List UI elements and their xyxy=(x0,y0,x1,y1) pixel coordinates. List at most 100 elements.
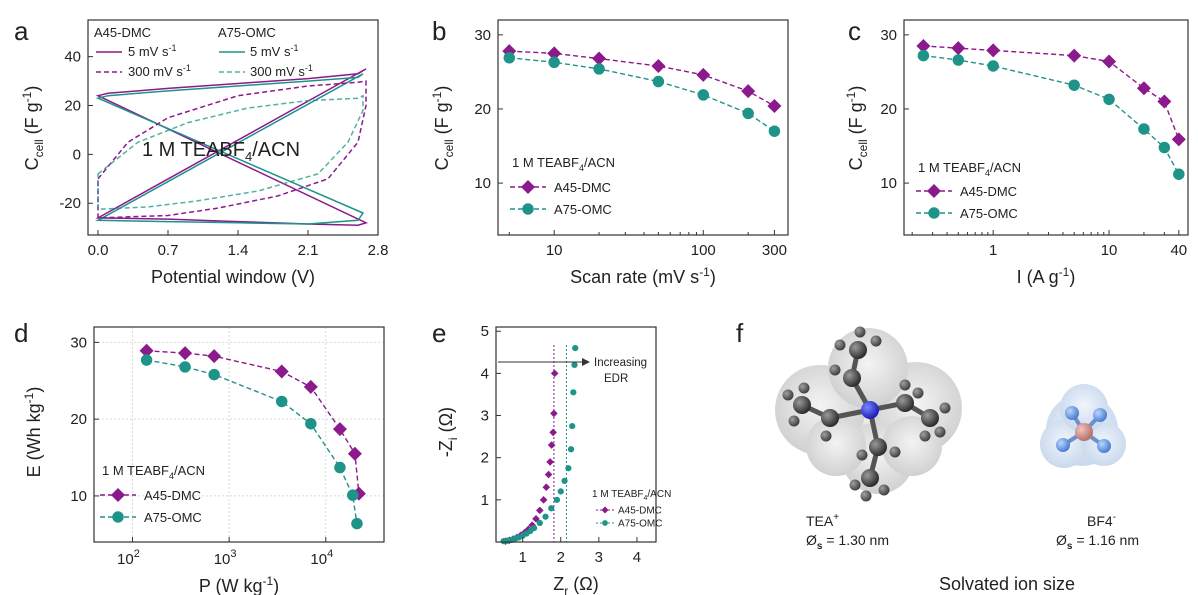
panel-b-legend-title-main: 1 M TEABF xyxy=(512,155,579,170)
panel-b-ylabel-sup: -1 xyxy=(430,91,444,102)
panel-e-xlabel-main: Z xyxy=(553,574,564,594)
panel-e-annotation-1: Increasing xyxy=(594,357,647,369)
panel-a-legend-row-2-sup: -1 xyxy=(183,63,191,73)
bf4-size: Øs = 1.16 nm xyxy=(1056,532,1139,552)
panel-e-ytick: 2 xyxy=(481,450,489,467)
panel-e-a45-dmc-point xyxy=(550,369,559,378)
panel-c-a45-dmc-point xyxy=(1067,48,1082,63)
panel-b-a75-omc-point xyxy=(742,107,754,120)
panel-d-xtick: 103 xyxy=(214,548,237,568)
panel-a-legend-row-2: 300 mV s-1 xyxy=(128,63,191,79)
panel-a-xtick: 1.4 xyxy=(228,242,249,259)
panel-d-xlabel-sup: -1 xyxy=(263,574,274,588)
panel-d-a45-dmc-point xyxy=(139,343,154,358)
panel-c-a75-omc-point xyxy=(1173,168,1185,180)
panel-c-xlabel-end: ) xyxy=(1069,267,1075,287)
panel-e-a75-omc-point xyxy=(569,422,576,430)
tea-cloud xyxy=(775,328,962,494)
panel-d-a75-omc-point xyxy=(275,395,288,408)
panel-c-legend-title: 1 M TEABF4/ACN xyxy=(918,160,1021,178)
panel-e-arrow-head xyxy=(582,358,590,366)
panel-b-ytick: 30 xyxy=(474,27,491,44)
panel-e-a75-omc-point xyxy=(570,389,577,396)
panel-e-ytick: 3 xyxy=(481,408,489,425)
panel-letter-b: b xyxy=(432,16,446,46)
panel-e-ytick: 1 xyxy=(481,492,489,509)
panel-e-a75-omc-point xyxy=(567,446,575,453)
panel-d-grid xyxy=(94,327,384,542)
panel-c-a75-omc-point xyxy=(1068,79,1080,91)
panel-e-a45-dmc-point xyxy=(546,458,554,466)
panel-c-legend-title-main: 1 M TEABF xyxy=(918,160,985,175)
panel-d-xlabel-end: ) xyxy=(273,576,279,595)
panel-d-legend-title-sub: 4 xyxy=(169,471,174,481)
panel-b-legend: A45-DMC A75-OMC xyxy=(510,180,612,217)
panel-e-a75-omc-point xyxy=(542,513,549,520)
panel-a-series xyxy=(95,68,369,226)
panel-a-ylabel: Ccell (F g-1) xyxy=(20,86,46,171)
panel-b-a75-omc-point xyxy=(697,89,710,101)
panel-b-a45-dmc-point xyxy=(547,46,562,61)
panel-e-legend-swatch-marker xyxy=(601,506,609,514)
bf4-label: BF4- xyxy=(1087,512,1116,529)
bf4-label-name: BF4 xyxy=(1087,513,1113,529)
panel-c-ylabel-end: ) xyxy=(846,86,866,92)
panel-d-ytick: 20 xyxy=(70,411,87,428)
panel-b-a45-dmc-point xyxy=(741,84,756,99)
panel-b-a75-omc-point xyxy=(548,56,560,68)
panel-e-ylabel: -Zi (Ω) xyxy=(436,407,460,457)
panel-d-a75-omc-point xyxy=(179,361,191,373)
panel-c-a75-omc-point xyxy=(1103,93,1115,106)
panel-e-a45-dmc-point xyxy=(532,515,540,523)
panel-e-a45-dmc-point xyxy=(544,470,553,479)
tea-carbons xyxy=(793,341,939,487)
panel-c-ylabel-sub: cell xyxy=(856,139,870,157)
panel-c-ylabel: Ccell (F g-1) xyxy=(844,86,870,171)
panel-c-legend-label: A75-OMC xyxy=(960,206,1018,221)
panel-e-a75-omc-point xyxy=(572,344,579,352)
panel-c-ylabel-unit: (F g xyxy=(846,102,866,134)
panel-c-xlabel: I (A g-1) xyxy=(1017,265,1076,287)
panel-a-ytick: 20 xyxy=(64,98,81,115)
panel-d-a75-omc-point xyxy=(351,517,363,530)
tea-size: Øs = 1.30 nm xyxy=(806,532,889,552)
panel-e-series xyxy=(500,344,579,545)
panel-a-ylabel-main: C xyxy=(22,157,42,170)
panel-e-a45-dmc-point xyxy=(542,483,551,491)
panel-c-a45-dmc-point xyxy=(1171,132,1186,147)
panel-c-ticks: 1 10 40 10 20 30 xyxy=(880,27,1187,259)
panel-e-xlabel-sub: r xyxy=(564,584,568,595)
panel-b-ticks: 10 100 300 10 20 30 xyxy=(474,27,787,259)
panel-e-xtick: 3 xyxy=(595,549,603,566)
panel-b-xlabel-end: ) xyxy=(710,267,716,287)
panel-e-ytick: 4 xyxy=(481,365,489,382)
panel-a-legend-head-2: A75-OMC xyxy=(218,25,276,40)
panel-c-a45-dmc-point xyxy=(986,43,1001,58)
panel-e-legend-label: A75-OMC xyxy=(618,519,662,530)
panel-e-ylabel-main: -Z xyxy=(436,440,456,457)
bf4-label-sup: - xyxy=(1113,512,1116,523)
panel-f-caption: Solvated ion size xyxy=(939,574,1075,594)
panel-e-a75-omc-point xyxy=(530,524,538,532)
panel-c-legend-title-end: /ACN xyxy=(990,160,1021,175)
tea-label: TEA+ xyxy=(806,512,839,529)
panel-a-annotation: 1 M TEABF4/ACN xyxy=(142,139,300,164)
panel-a-xtick: 0.7 xyxy=(158,242,179,259)
panel-e-a45-dmc-point xyxy=(549,428,557,437)
tea-nitrogen xyxy=(861,401,879,419)
panel-d-a45-dmc-point xyxy=(332,422,347,437)
panel-c-a45-dmc-point xyxy=(1102,54,1117,69)
panel-e-xlabel: Zr (Ω) xyxy=(553,574,598,595)
panel-b-legend-swatch-marker xyxy=(522,203,534,215)
panel-b-ytick: 10 xyxy=(474,175,491,192)
panel-a-xtick: 2.1 xyxy=(298,242,319,259)
panel-c-xtick: 1 xyxy=(989,242,997,259)
panel-c-ylabel-sup: -1 xyxy=(844,91,858,102)
tea-molecule xyxy=(775,326,962,502)
bf4-molecule xyxy=(1040,384,1126,468)
panel-d-a45-dmc-point xyxy=(207,349,222,364)
panel-e-a45-dmc-point xyxy=(550,409,558,418)
tea-size-symbol: Ø xyxy=(806,532,817,548)
